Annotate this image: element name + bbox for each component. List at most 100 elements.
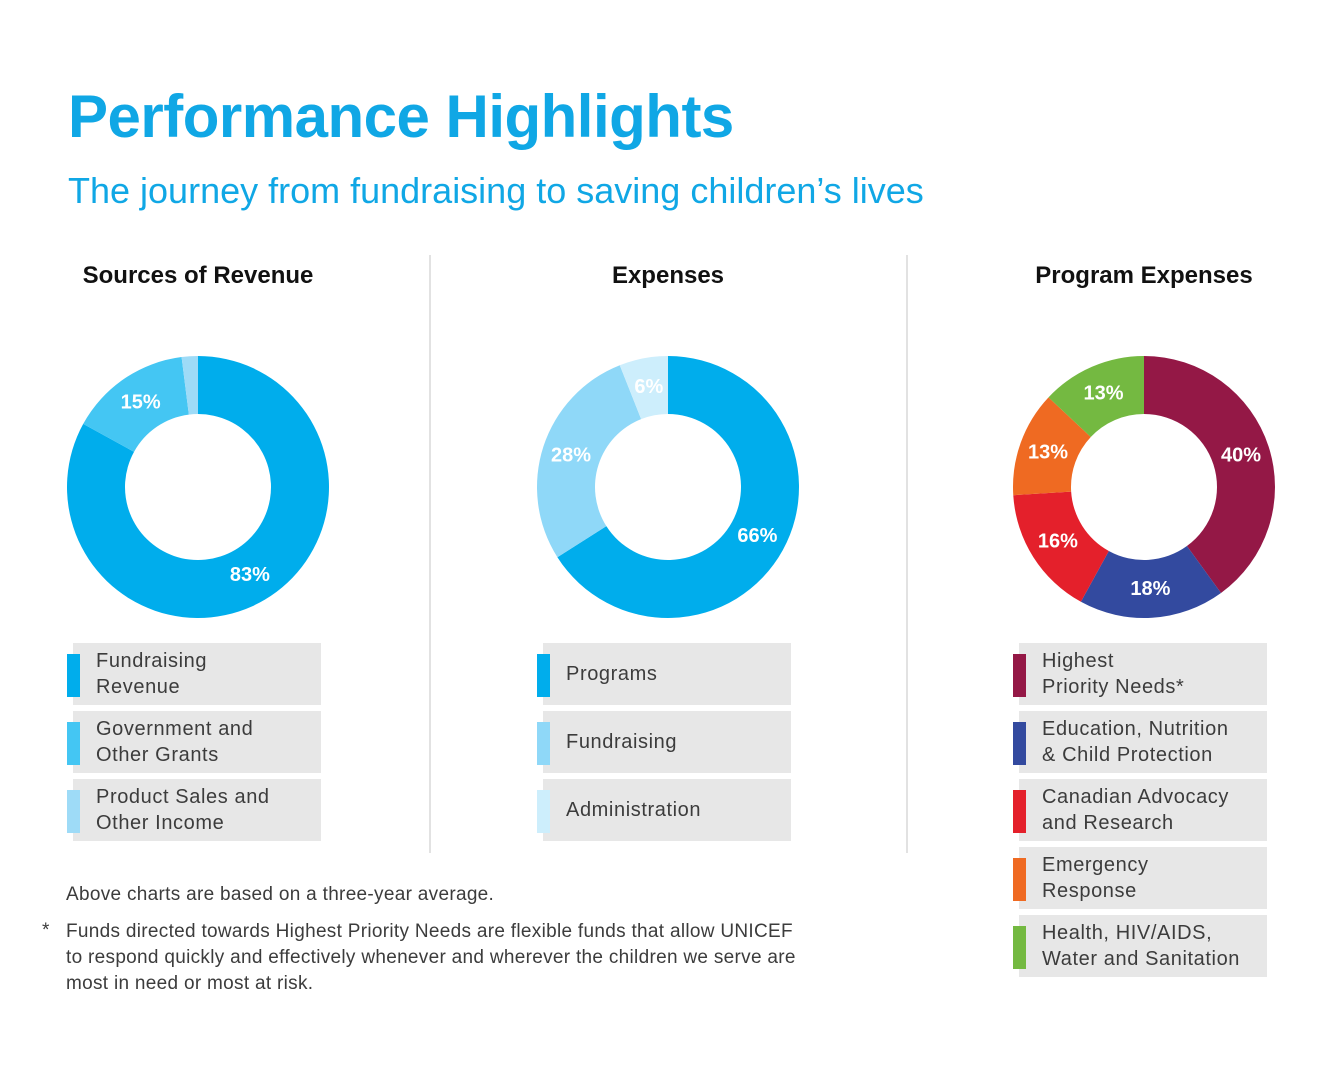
- legend-label-line: Priority Needs*: [1042, 676, 1185, 698]
- legend-label-line: Government and: [96, 718, 254, 740]
- legend-label-line: Water and Sanitation: [1042, 948, 1241, 970]
- legend-label: Emergency Response: [1042, 847, 1266, 909]
- legend-item-administration: Administration: [537, 779, 797, 841]
- legend-label-line: Fundraising: [566, 731, 678, 753]
- legend-background: [1019, 915, 1267, 977]
- legend-swatch: [1013, 654, 1026, 697]
- legend-label-line: Programs: [566, 663, 658, 685]
- legend-label: Administration: [566, 779, 790, 841]
- legend-swatch: [1013, 790, 1026, 833]
- legend-swatch: [67, 654, 80, 697]
- legend-background: [1019, 779, 1267, 841]
- legend-label: Health, HIV/AIDS, Water and Sanitation: [1042, 915, 1266, 977]
- footnote-asterisk: *: [42, 920, 50, 941]
- legend-label: Fundraising: [566, 711, 790, 773]
- legend-background: [1019, 711, 1267, 773]
- legend-label: Canadian Advocacy and Research: [1042, 779, 1266, 841]
- footnote-line: most in need or most at risk.: [66, 973, 314, 994]
- data-label-government-and-other-grants: 15%: [121, 392, 161, 414]
- legend-item-education-nutrition-child-protection: Education, Nutrition & Child Protection: [1013, 711, 1273, 773]
- data-label-education-nutrition-child-protection: 18%: [1130, 578, 1170, 600]
- legend-item-fundraising: Fundraising: [537, 711, 797, 773]
- chart-title: Program Expenses: [1035, 262, 1253, 289]
- data-label-administration: 6%: [634, 376, 663, 398]
- donut-slice-health-hiv-aids-water-and-sanitation: [1048, 356, 1144, 438]
- legend-label-line: Administration: [566, 799, 702, 821]
- legend-item-highest-priority-needs: Highest Priority Needs*: [1013, 643, 1273, 705]
- average-note: Above charts are based on a three-year a…: [66, 884, 495, 905]
- legend-swatch: [537, 722, 550, 765]
- legend-label-line: & Child Protection: [1042, 744, 1213, 766]
- legend-background: [73, 779, 321, 841]
- legend-label-line: Other Grants: [96, 744, 219, 766]
- donut-slice-administration: [619, 356, 668, 420]
- donut-slice-education-nutrition-child-protection: [1080, 546, 1221, 618]
- data-label-health-hiv-aids-water-and-sanitation: 13%: [1083, 382, 1123, 404]
- legend-background: [73, 643, 321, 705]
- data-label-highest-priority-needs: 40%: [1221, 444, 1261, 466]
- legend-background: [1019, 847, 1267, 909]
- chart-title: Expenses: [611, 262, 725, 289]
- legend-label-line: and Research: [1042, 812, 1174, 834]
- legend-swatch: [67, 722, 80, 765]
- legend-background: [543, 779, 791, 841]
- legend-item-fundraising-revenue: Fundraising Revenue: [67, 643, 327, 705]
- legend-label-line: Emergency: [1042, 854, 1149, 876]
- footnote-line: to respond quickly and effectively whene…: [66, 947, 796, 968]
- donut-slice-fundraising: [537, 365, 642, 558]
- legend-label-line: Response: [1042, 880, 1137, 902]
- page-subtitle: The journey from fundraising to saving c…: [68, 170, 924, 211]
- donut-slice-fundraising-revenue: [66, 356, 329, 618]
- legend-background: [73, 711, 321, 773]
- expenses-donut: 66% 28% 6%: [537, 356, 799, 618]
- sources-of-revenue-donut: 83% 15% 2%: [66, 331, 329, 618]
- page-title: Performance Highlights: [68, 83, 734, 150]
- donut-slice-product-sales-and-other-income: [181, 356, 198, 415]
- legend-swatch: [1013, 858, 1026, 901]
- donut-slice-programs: [557, 356, 799, 618]
- legend-swatch: [1013, 926, 1026, 969]
- legend-label: Education, Nutrition & Child Protection: [1042, 711, 1266, 773]
- footnote: Funds directed towards Highest Priority …: [66, 919, 796, 997]
- donut-slice-government-and-other-grants: [83, 357, 189, 452]
- data-label-programs: 66%: [737, 525, 777, 547]
- legend-label-line: Product Sales and: [96, 786, 270, 808]
- data-label-fundraising-revenue: 83%: [230, 564, 270, 586]
- data-label-product-sales-and-other-income: 2%: [174, 331, 203, 353]
- donut-slice-canadian-advocacy-and-research: [1013, 491, 1109, 602]
- donut-slice-highest-priority-needs: [1144, 356, 1275, 593]
- legend-label-line: Education, Nutrition: [1042, 718, 1229, 740]
- legend-background: [543, 711, 791, 773]
- legend-swatch: [67, 790, 80, 833]
- legend-background: [543, 643, 791, 705]
- donut-slice-emergency-response: [1013, 397, 1091, 496]
- legend-item-canadian-advocacy-and-research: Canadian Advocacy and Research: [1013, 779, 1273, 841]
- data-label-canadian-advocacy-and-research: 16%: [1038, 531, 1078, 553]
- legend-label-line: Canadian Advocacy: [1042, 786, 1229, 808]
- legend-label: Fundraising Revenue: [96, 643, 320, 705]
- chart-title: Sources of Revenue: [82, 262, 314, 289]
- column-divider-left: [429, 255, 431, 853]
- data-label-emergency-response: 13%: [1028, 441, 1068, 463]
- column-divider-right: [906, 255, 908, 853]
- legend-item-health-hiv-aids-water-and-sanitation: Health, HIV/AIDS, Water and Sanitation: [1013, 915, 1273, 977]
- legend-background: [1019, 643, 1267, 705]
- program-expenses-donut: 40% 18% 16% 13% 13%: [1013, 356, 1275, 618]
- legend-label: Programs: [566, 643, 790, 705]
- data-label-fundraising: 28%: [551, 444, 591, 466]
- legend-label-line: Health, HIV/AIDS,: [1042, 922, 1213, 944]
- legend-item-government-and-other-grants: Government and Other Grants: [67, 711, 327, 773]
- legend-item-product-sales-and-other-income: Product Sales and Other Income: [67, 779, 327, 841]
- legend-label: Highest Priority Needs*: [1042, 643, 1266, 705]
- legend-label: Product Sales and Other Income: [96, 779, 320, 841]
- legend-swatch: [537, 654, 550, 697]
- legend-label-line: Fundraising: [96, 650, 208, 672]
- legend-label-line: Highest: [1042, 650, 1115, 672]
- legend-item-programs: Programs: [537, 643, 797, 705]
- legend-item-emergency-response: Emergency Response: [1013, 847, 1273, 909]
- footnote-line: Funds directed towards Highest Priority …: [66, 921, 793, 942]
- legend-swatch: [537, 790, 550, 833]
- legend-label-line: Other Income: [96, 812, 225, 834]
- legend-label-line: Revenue: [96, 676, 181, 698]
- legend-label: Government and Other Grants: [96, 711, 320, 773]
